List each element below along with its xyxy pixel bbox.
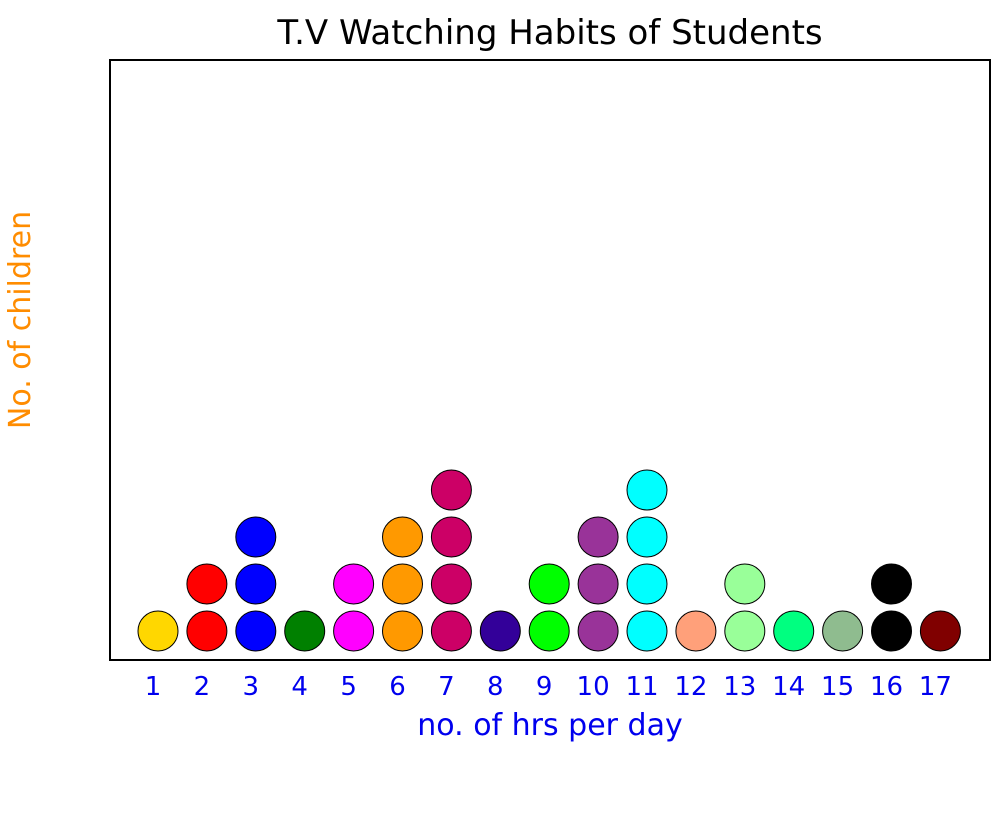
data-dot-12h-1 xyxy=(675,610,717,652)
x-tick-label: 12 xyxy=(674,672,707,702)
data-dot-11h-3 xyxy=(626,516,668,558)
data-dot-10h-1 xyxy=(577,610,619,652)
data-dot-14h-1 xyxy=(773,610,815,652)
data-dot-8h-1 xyxy=(479,610,521,652)
x-tick-label: 2 xyxy=(194,672,211,702)
data-dot-2h-1 xyxy=(186,610,228,652)
x-tick-label: 7 xyxy=(438,672,455,702)
x-tick-label: 17 xyxy=(919,672,952,702)
x-tick-labels: 1 2 3 4 5 6 7 8 9 10 11 12 13 14 15 16 17 xyxy=(145,672,952,702)
data-dot-4h-1 xyxy=(284,610,326,652)
x-tick-label: 13 xyxy=(723,672,756,702)
chart-title: T.V Watching Habits of Students xyxy=(276,13,822,53)
data-dot-7h-1 xyxy=(430,610,472,652)
data-dot-11h-4 xyxy=(626,469,668,511)
data-dot-3h-2 xyxy=(235,563,277,605)
data-dot-5h-2 xyxy=(333,563,375,605)
x-tick-label: 11 xyxy=(625,672,658,702)
data-dot-2h-2 xyxy=(186,563,228,605)
data-dot-11h-2 xyxy=(626,563,668,605)
data-dot-17h-1 xyxy=(919,610,961,652)
data-dot-1h-1 xyxy=(137,610,179,652)
x-tick-label: 8 xyxy=(487,672,504,702)
data-dot-10h-3 xyxy=(577,516,619,558)
data-dot-9h-2 xyxy=(528,563,570,605)
data-dot-10h-2 xyxy=(577,563,619,605)
data-dot-3h-1 xyxy=(235,610,277,652)
x-tick-label: 6 xyxy=(389,672,406,702)
x-axis-label: no. of hrs per day xyxy=(417,708,682,743)
x-tick-label: 16 xyxy=(870,672,903,702)
data-dot-13h-1 xyxy=(724,610,766,652)
y-axis-label: No. of children xyxy=(3,211,38,429)
data-dot-11h-1 xyxy=(626,610,668,652)
data-dot-7h-4 xyxy=(430,469,472,511)
data-dot-7h-2 xyxy=(430,563,472,605)
data-dot-3h-3 xyxy=(235,516,277,558)
data-dot-16h-2 xyxy=(871,563,912,605)
x-tick-label: 9 xyxy=(536,672,553,702)
data-dot-5h-1 xyxy=(333,610,375,652)
data-dot-6h-2 xyxy=(382,563,423,605)
x-tick-label: 5 xyxy=(340,672,357,702)
data-dot-6h-1 xyxy=(382,610,423,652)
plot-area-frame xyxy=(109,59,991,661)
x-tick-label: 10 xyxy=(577,672,610,702)
x-tick-label: 4 xyxy=(291,672,308,702)
x-tick-label: 1 xyxy=(145,672,162,702)
x-tick-label: 3 xyxy=(243,672,260,702)
dots-layer xyxy=(137,469,961,652)
data-dot-7h-3 xyxy=(430,516,472,558)
x-tick-label: 14 xyxy=(772,672,805,702)
data-dot-6h-3 xyxy=(382,516,423,558)
data-dot-13h-2 xyxy=(724,563,766,605)
data-dot-15h-1 xyxy=(822,610,864,652)
x-tick-label: 15 xyxy=(821,672,854,702)
data-dot-9h-1 xyxy=(528,610,570,652)
data-dot-16h-1 xyxy=(871,610,912,652)
